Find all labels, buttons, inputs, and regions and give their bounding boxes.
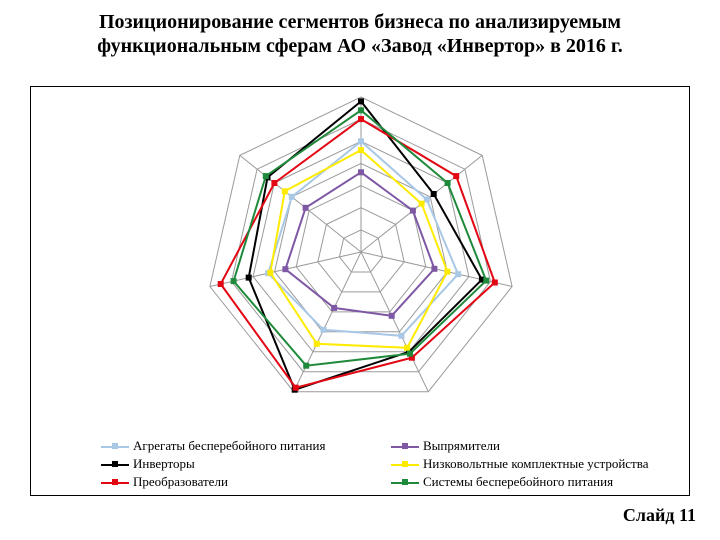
radar-series-marker <box>445 180 451 186</box>
radar-series-marker <box>358 169 364 175</box>
radar-series-marker <box>358 116 364 122</box>
radar-series-marker <box>389 313 395 319</box>
radar-series-marker <box>314 341 320 347</box>
radar-series-line <box>270 150 447 348</box>
legend-label: Выпрямители <box>423 438 500 454</box>
radar-series-marker <box>321 327 327 333</box>
radar-chart-frame: Агрегаты бесперебойного питания Инверторы… <box>30 86 690 496</box>
legend-label: Преобразователи <box>133 474 228 490</box>
legend-item: Агрегаты бесперебойного питания <box>101 437 391 455</box>
legend-label: Системы бесперебойного питания <box>423 474 613 490</box>
radar-series-marker <box>358 98 364 104</box>
radar-series-marker <box>282 188 288 194</box>
radar-series-marker <box>419 201 425 207</box>
legend: Агрегаты бесперебойного питания Инверторы… <box>31 435 689 493</box>
radar-series-marker <box>455 271 461 277</box>
radar-series-line <box>285 172 434 315</box>
radar-series-marker <box>271 180 277 186</box>
radar-series-marker <box>407 351 413 357</box>
legend-label: Агрегаты бесперебойного питания <box>133 438 325 454</box>
legend-swatch <box>391 476 419 488</box>
radar-series-marker <box>331 305 337 311</box>
legend-item: Инверторы <box>101 455 391 473</box>
legend-item: Преобразователи <box>101 473 391 491</box>
legend-col-right: Выпрямители Низковольтные комплектные уст… <box>391 437 681 491</box>
radar-series-marker <box>453 173 459 179</box>
radar-series-marker <box>218 281 224 287</box>
legend-item: Низковольтные комплектные устройства <box>391 455 681 473</box>
radar-series-marker <box>410 208 416 214</box>
legend-col-left: Агрегаты бесперебойного питания Инверторы… <box>101 437 391 491</box>
radar-series-marker <box>267 270 273 276</box>
radar-series-marker <box>358 107 364 113</box>
legend-swatch <box>101 440 129 452</box>
legend-label: Инверторы <box>133 456 195 472</box>
radar-spoke <box>361 252 428 392</box>
radar-series-marker <box>431 266 437 272</box>
radar-series-marker <box>358 138 364 144</box>
radar-series-marker <box>404 345 410 351</box>
radar-series-marker <box>246 275 252 281</box>
radar-series-marker <box>483 278 489 284</box>
page-title: Позиционирование сегментов бизнеса по ан… <box>24 10 696 58</box>
legend-swatch <box>391 458 419 470</box>
legend-swatch <box>101 476 129 488</box>
radar-series-marker <box>293 385 299 391</box>
legend-item: Системы бесперебойного питания <box>391 473 681 491</box>
radar-series-marker <box>424 197 430 203</box>
legend-swatch <box>101 458 129 470</box>
radar-series-marker <box>358 147 364 153</box>
radar-series-marker <box>444 269 450 275</box>
slide: Позиционирование сегментов бизнеса по ан… <box>0 0 720 540</box>
radar-series-marker <box>303 205 309 211</box>
legend-swatch <box>391 440 419 452</box>
radar-series-marker <box>289 194 295 200</box>
radar-series-marker <box>431 191 437 197</box>
legend-item: Выпрямители <box>391 437 681 455</box>
radar-series-marker <box>282 266 288 272</box>
radar-series-marker <box>492 280 498 286</box>
radar-series-line <box>221 119 495 388</box>
radar-series-marker <box>263 173 269 179</box>
slide-number: Слайд 11 <box>623 505 696 526</box>
radar-series-marker <box>398 333 404 339</box>
legend-label: Низковольтные комплектные устройства <box>423 456 648 472</box>
radar-series-marker <box>231 278 237 284</box>
radar-chart <box>31 87 691 437</box>
radar-series-marker <box>303 363 309 369</box>
